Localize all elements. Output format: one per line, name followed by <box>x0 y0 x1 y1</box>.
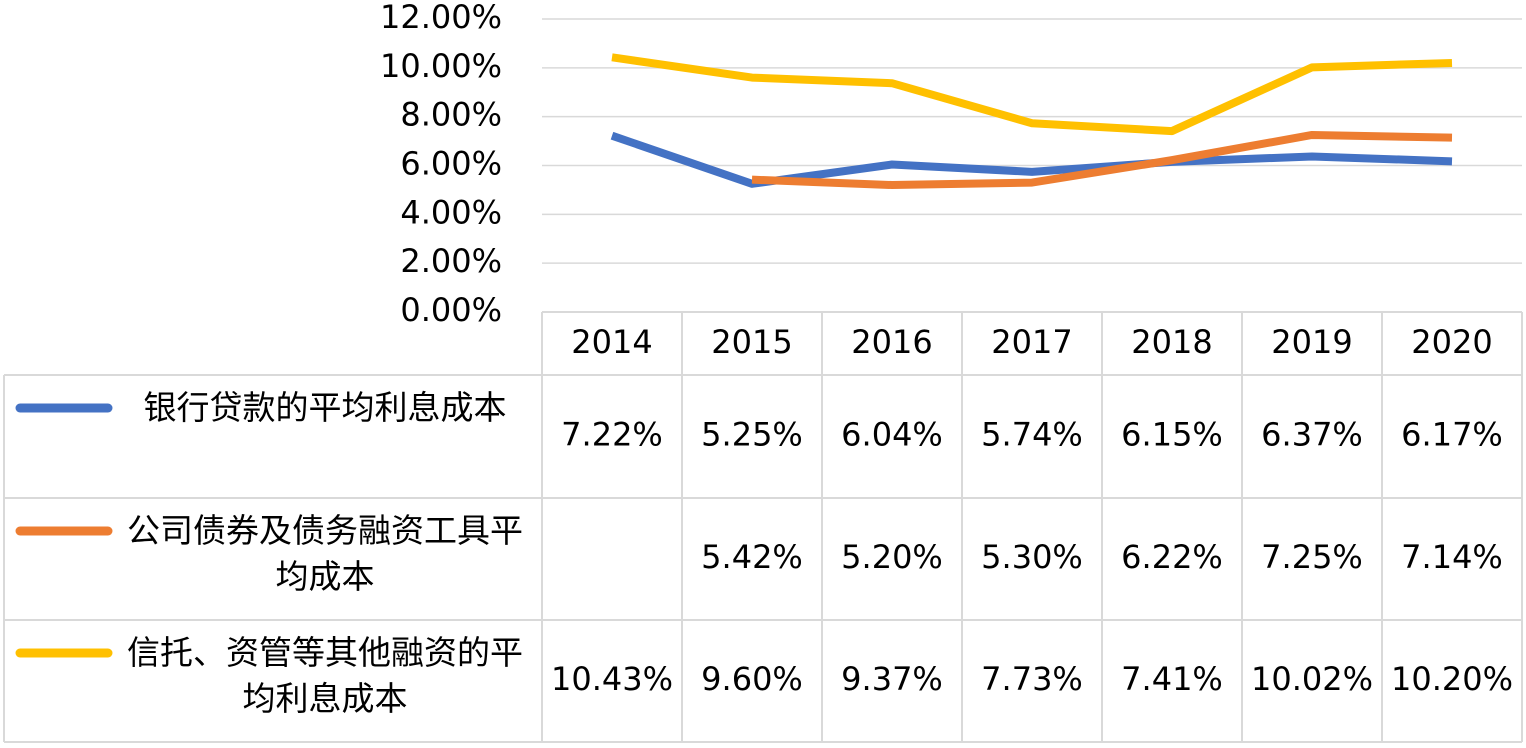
table-value: 9.37% <box>841 660 943 698</box>
x-category-label: 2018 <box>1131 323 1212 361</box>
table-value: 10.20% <box>1391 660 1513 698</box>
legend-label: 公司债券及债务融资工具平均成本 <box>127 511 523 596</box>
y-tick-label: 10.00% <box>380 47 502 85</box>
table-value: 6.22% <box>1121 538 1223 576</box>
legend-label: 信托、资管等其他融资的平均利息成本 <box>127 633 523 718</box>
x-category-label: 2016 <box>851 323 932 361</box>
table-value: 10.43% <box>551 660 673 698</box>
table-value: 6.15% <box>1121 416 1223 454</box>
y-tick-label: 12.00% <box>380 0 502 36</box>
y-tick-label: 2.00% <box>400 242 502 280</box>
table-value: 7.25% <box>1261 538 1363 576</box>
table-value: 6.37% <box>1261 416 1363 454</box>
table-value: 5.30% <box>981 538 1083 576</box>
y-tick-label: 8.00% <box>400 96 502 134</box>
table-value: 5.42% <box>701 538 803 576</box>
table-value: 7.22% <box>561 416 663 454</box>
table-value: 7.73% <box>981 660 1083 698</box>
series-line <box>611 53 1453 136</box>
table-value: 6.17% <box>1401 416 1503 454</box>
x-category-label: 2017 <box>991 323 1072 361</box>
x-category-label: 2020 <box>1411 323 1492 361</box>
x-category-label: 2014 <box>571 323 652 361</box>
table-value: 10.02% <box>1251 660 1373 698</box>
table-value: 7.14% <box>1401 538 1503 576</box>
series-line <box>610 131 1453 188</box>
series-line <box>751 130 1453 190</box>
table-value: 9.60% <box>701 660 803 698</box>
table-value: 5.25% <box>701 416 803 454</box>
y-tick-label: 0.00% <box>400 291 502 329</box>
table-value: 5.20% <box>841 538 943 576</box>
legend-label: 银行贷款的平均利息成本 <box>143 388 507 427</box>
y-tick-label: 6.00% <box>400 145 502 183</box>
table-value: 6.04% <box>841 416 943 454</box>
y-tick-label: 4.00% <box>400 193 502 231</box>
table-value: 7.41% <box>1121 660 1223 698</box>
x-category-label: 2019 <box>1271 323 1352 361</box>
x-category-label: 2015 <box>711 323 792 361</box>
table-value: 5.74% <box>981 416 1083 454</box>
